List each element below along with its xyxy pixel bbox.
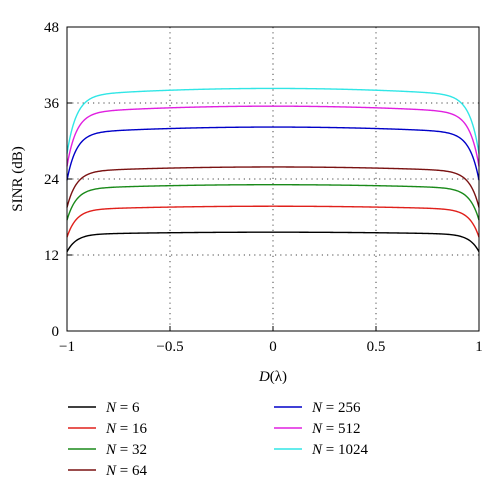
y-tick-label: 48 — [44, 20, 59, 36]
y-tick-label: 0 — [52, 324, 60, 340]
legend-label-variable: N — [105, 442, 117, 458]
legend-label-value: = 32 — [116, 442, 147, 458]
legend-label-value: = 512 — [322, 421, 360, 437]
legend-label-value: = 1024 — [322, 442, 368, 458]
series-line-6 — [66, 87, 480, 154]
legend-label-variable: N — [105, 421, 117, 437]
legend-label: N = 16 — [105, 421, 147, 437]
x-tick-label: 0.5 — [367, 339, 386, 355]
x-tick-label: −1 — [59, 339, 75, 355]
legend-label-value: = 64 — [116, 463, 147, 479]
y-axis-label: SINR (dB) — [10, 146, 26, 211]
legend-label-variable: N — [105, 400, 117, 416]
series-lines — [66, 87, 480, 253]
x-axis-label-variable: D — [258, 369, 270, 385]
legend-label: N = 256 — [311, 400, 361, 416]
legend-label-variable: N — [105, 463, 117, 479]
series-line-0 — [66, 231, 480, 253]
legend-label-value: = 6 — [116, 400, 140, 416]
x-tick-label: 0 — [269, 339, 277, 355]
legend-label-value: = 16 — [116, 421, 147, 437]
y-tick-label: 36 — [44, 96, 60, 112]
legend-label: N = 6 — [105, 400, 140, 416]
legend-label: N = 64 — [105, 463, 147, 479]
legend-label: N = 512 — [311, 421, 360, 437]
grid-lines — [67, 27, 479, 331]
axis-ticks: 0 12 24 36 48 −1 −0.5 0 0.5 1 — [44, 20, 483, 355]
legend-label-value: = 256 — [322, 400, 361, 416]
series-line-2 — [66, 184, 480, 221]
legend-label-variable: N — [311, 400, 323, 416]
series-line-1 — [66, 205, 480, 238]
x-axis-label: D(λ) — [258, 369, 287, 385]
series-line-5 — [66, 105, 480, 167]
legend-label-variable: N — [311, 421, 323, 437]
legend-label-variable: N — [311, 442, 323, 458]
series-line-3 — [66, 166, 480, 208]
legend-label: N = 1024 — [311, 442, 368, 458]
series-line-4 — [66, 126, 480, 181]
x-tick-label: −0.5 — [156, 339, 183, 355]
x-axis-label-unit: (λ) — [270, 369, 287, 385]
legend-label: N = 32 — [105, 442, 147, 458]
y-tick-label: 12 — [44, 248, 59, 264]
y-tick-label: 24 — [44, 172, 60, 188]
x-tick-label: 1 — [475, 339, 483, 355]
